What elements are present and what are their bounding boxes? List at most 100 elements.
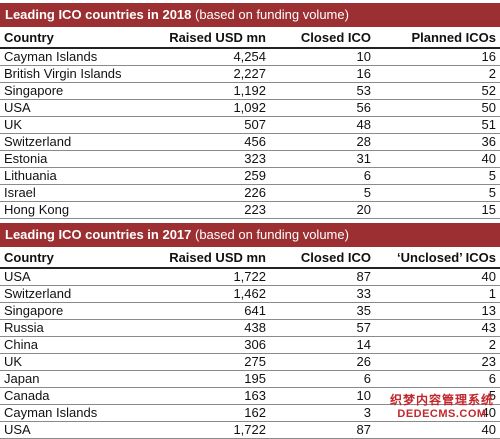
column-header-country: Country: [4, 250, 54, 265]
cell-closed: 20: [356, 202, 371, 217]
data-table: Country Raised USD mn Closed ICO Planned…: [0, 27, 500, 219]
cell-raised: 1,462: [233, 286, 266, 301]
column-header-raised: Raised USD mn: [169, 250, 266, 265]
table-row: Japan 195 6 6: [0, 371, 500, 388]
cell-raised: 1,092: [233, 100, 266, 115]
cell-extra: 2: [488, 66, 496, 81]
ico-table-2018: Leading ICO countries in 2018 (based on …: [0, 3, 500, 219]
cell-country: Russia: [4, 320, 44, 335]
cell-extra: 1: [488, 286, 496, 301]
cell-closed: 16: [356, 66, 371, 81]
cell-extra: 40: [481, 151, 496, 166]
table-row: Cayman Islands 4,254 10 16: [0, 48, 500, 66]
cell-country: Japan: [4, 371, 40, 386]
cell-closed: 5: [363, 185, 371, 200]
cell-extra: 52: [481, 83, 496, 98]
cell-country: USA: [4, 100, 31, 115]
table-row: UK 507 48 51: [0, 117, 500, 134]
cell-extra: 5: [488, 168, 496, 183]
table-row: Singapore 1,192 53 52: [0, 83, 500, 100]
table-row: Hong Kong 223 20 15: [0, 202, 500, 219]
cell-country: British Virgin Islands: [4, 66, 122, 81]
cell-raised: 223: [244, 202, 266, 217]
cell-country: Cayman Islands: [4, 405, 98, 420]
column-header-planned: Planned ICOs: [411, 30, 496, 45]
cell-extra: 16: [481, 49, 496, 64]
cell-extra: 2: [488, 337, 496, 352]
cell-raised: 195: [244, 371, 266, 386]
cell-extra: 40: [481, 405, 496, 420]
cell-extra: 15: [481, 202, 496, 217]
header-row: Country Raised USD mn Closed ICO ‘Unclos…: [0, 247, 500, 268]
cell-raised: 259: [244, 168, 266, 183]
ico-table-2017: Leading ICO countries in 2017 (based on …: [0, 223, 500, 439]
table-body: Cayman Islands 4,254 10 16 British Virgin Is…: [0, 48, 500, 219]
cell-closed: 48: [356, 117, 371, 132]
cell-extra: 51: [481, 117, 496, 132]
cell-raised: 507: [244, 117, 266, 132]
cell-extra: 40: [481, 422, 496, 437]
table-row: Canada 163 10 5: [0, 388, 500, 405]
table-body: USA 1,722 87 40 Switzerland 1,462 33 1 Singapore…: [0, 268, 500, 439]
cell-extra: 5: [488, 185, 496, 200]
table-row: USA 1,722 87 40: [0, 268, 500, 286]
cell-country: USA: [4, 269, 31, 284]
cell-extra: 43: [481, 320, 496, 335]
cell-closed: 28: [356, 134, 371, 149]
table-row: Cayman Islands 162 3 40: [0, 405, 500, 422]
table-title: Leading ICO countries in 2018: [5, 7, 192, 22]
cell-raised: 163: [244, 388, 266, 403]
watermark-line-1: 织梦内容管理系统: [389, 393, 494, 407]
cell-raised: 1,722: [233, 269, 266, 284]
table-subtitle: (based on funding volume): [191, 7, 349, 22]
cell-closed: 87: [356, 269, 371, 284]
table-row: Switzerland 1,462 33 1: [0, 286, 500, 303]
cell-closed: 6: [363, 371, 371, 386]
cell-closed: 57: [356, 320, 371, 335]
cell-country: Singapore: [4, 303, 64, 318]
cell-country: Singapore: [4, 83, 64, 98]
cell-raised: 438: [244, 320, 266, 335]
table-row: UK 275 26 23: [0, 354, 500, 371]
cell-country: Switzerland: [4, 286, 72, 301]
cell-closed: 14: [356, 337, 371, 352]
column-header-closed: Closed ICO: [300, 250, 371, 265]
cell-country: Israel: [4, 185, 36, 200]
cell-closed: 53: [356, 83, 371, 98]
table-row: Switzerland 456 28 36: [0, 134, 500, 151]
cell-extra: 6: [488, 371, 496, 386]
cell-raised: 1,192: [233, 83, 266, 98]
column-header-country: Country: [4, 30, 54, 45]
cell-raised: 4,254: [233, 49, 266, 64]
cell-raised: 323: [244, 151, 266, 166]
cell-raised: 1,722: [233, 422, 266, 437]
watermark-logo: 织梦内容管理系统 DEDECMS.COM: [390, 391, 494, 420]
cell-country: Hong Kong: [4, 202, 70, 217]
cell-extra: 36: [481, 134, 496, 149]
table-row: China 306 14 2: [0, 337, 500, 354]
cell-extra: 23: [481, 354, 496, 369]
cell-raised: 306: [244, 337, 266, 352]
cell-closed: 3: [363, 405, 371, 420]
cell-country: USA: [4, 422, 31, 437]
cell-closed: 35: [356, 303, 371, 318]
cell-closed: 10: [356, 388, 371, 403]
cell-country: Lithuania: [4, 168, 57, 183]
cell-closed: 10: [356, 49, 371, 64]
table-row: British Virgin Islands 2,227 16 2: [0, 66, 500, 83]
table-row: USA 1,722 87 40: [0, 422, 500, 439]
cell-raised: 456: [244, 134, 266, 149]
cell-country: Estonia: [4, 151, 48, 166]
cell-closed: 26: [356, 354, 371, 369]
table-row: Lithuania 259 6 5: [0, 168, 500, 185]
table-subtitle: (based on funding volume): [191, 227, 349, 242]
header-row: Country Raised USD mn Closed ICO Planned…: [0, 27, 500, 48]
cell-country: Cayman Islands: [4, 49, 98, 64]
column-header-closed: Closed ICO: [300, 30, 371, 45]
table-row: Israel 226 5 5: [0, 185, 500, 202]
cell-country: Canada: [4, 388, 50, 403]
cell-closed: 33: [356, 286, 371, 301]
cell-raised: 226: [244, 185, 266, 200]
cell-country: UK: [4, 117, 23, 132]
data-table: Country Raised USD mn Closed ICO ‘Unclos…: [0, 247, 500, 439]
